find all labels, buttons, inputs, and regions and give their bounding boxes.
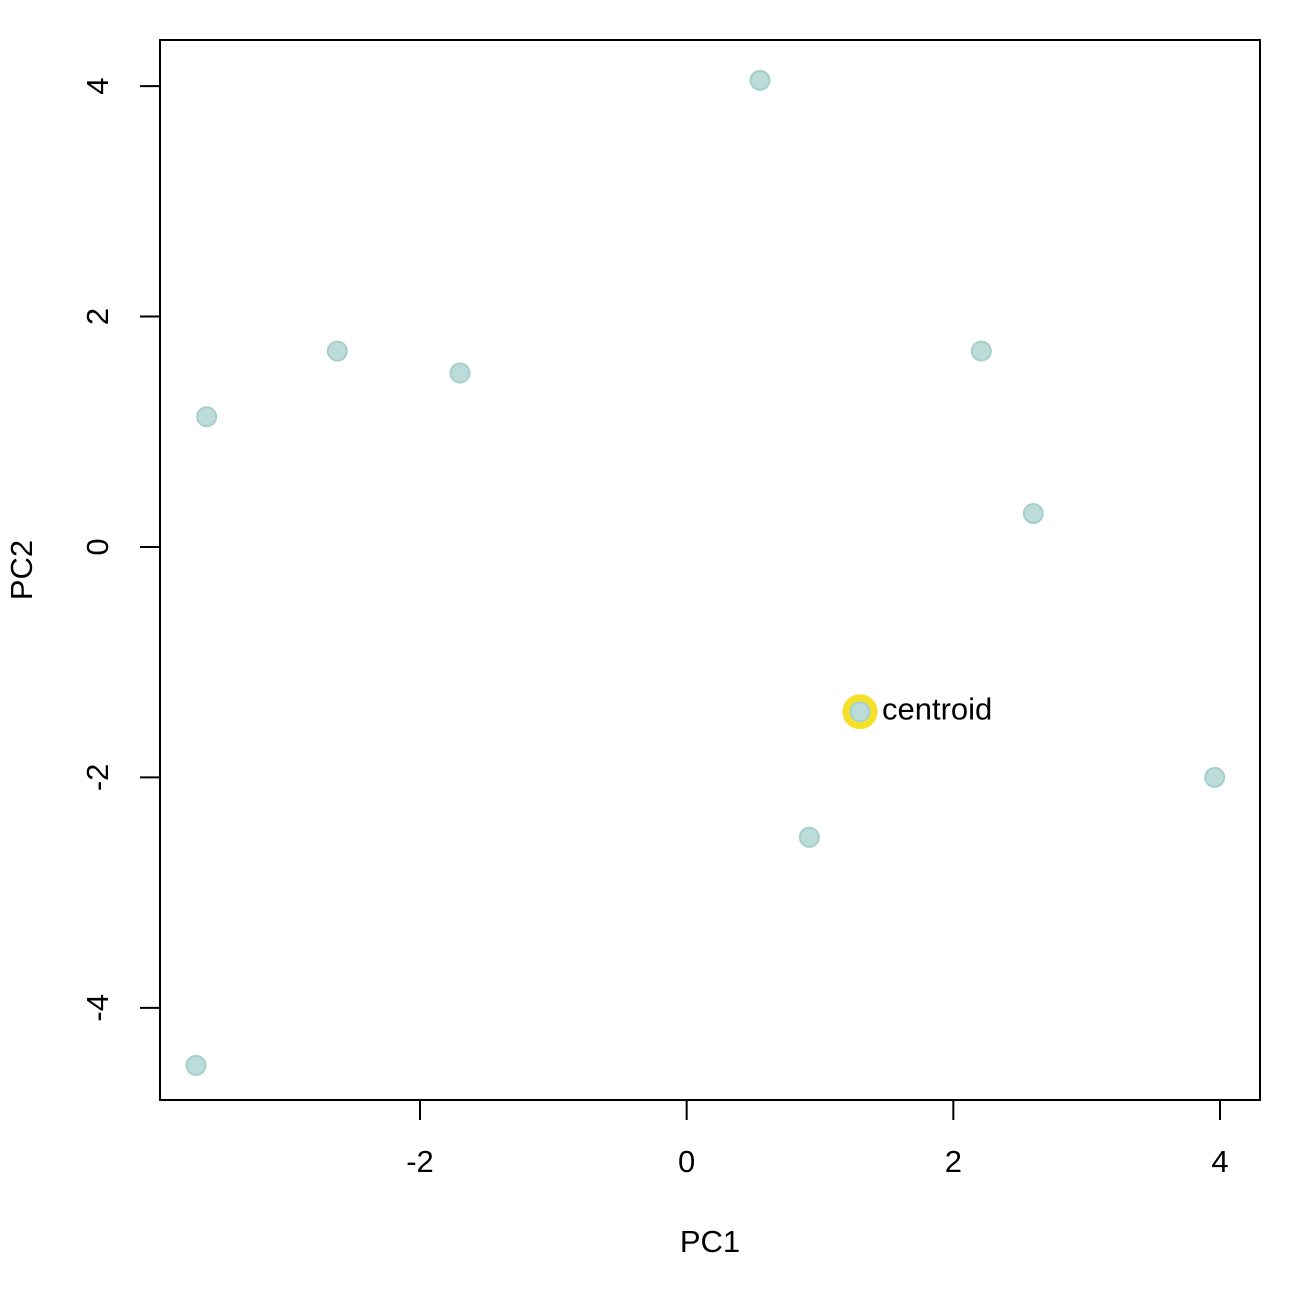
data-point — [185, 1054, 207, 1076]
x-axis-title: PC1 — [680, 1224, 740, 1259]
y-tick-label: -4 — [80, 994, 115, 1022]
data-point — [1022, 503, 1044, 525]
x-axis: -2 0 2 4 — [406, 1099, 1229, 1179]
data-point — [798, 826, 820, 848]
y-tick-label: 4 — [80, 77, 115, 94]
y-axis: -4 -2 0 2 4 — [80, 77, 161, 1022]
x-tick-label: 2 — [945, 1144, 962, 1179]
y-tick-label: -2 — [80, 764, 115, 792]
data-point — [196, 406, 218, 428]
data-point — [449, 362, 471, 384]
x-tick-label: 0 — [678, 1144, 695, 1179]
data-point — [749, 69, 771, 91]
y-tick-label: 2 — [80, 308, 115, 325]
centroid-highlight-ring — [842, 694, 878, 730]
data-point — [326, 340, 348, 362]
y-axis-title: PC2 — [4, 540, 39, 600]
data-point — [1204, 766, 1226, 788]
centroid-point — [849, 701, 871, 723]
data-points — [185, 69, 1226, 1076]
plot-frame — [159, 39, 1261, 1101]
x-tick-label: 4 — [1211, 1144, 1228, 1179]
centroid-label: centroid — [882, 692, 992, 727]
y-tick-label: 0 — [80, 538, 115, 555]
x-tick-label: -2 — [406, 1144, 434, 1179]
data-point — [970, 340, 992, 362]
centroid-marker-group: centroid — [842, 692, 992, 730]
